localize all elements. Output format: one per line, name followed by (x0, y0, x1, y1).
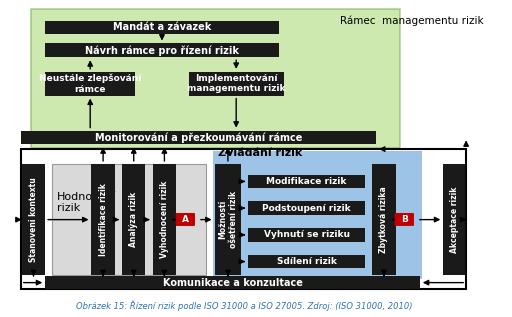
Text: Sdílení rizik: Sdílení rizik (276, 257, 336, 266)
Text: Zbytková rizika: Zbytková rizika (379, 186, 389, 253)
Text: Komunikace a konzultace: Komunikace a konzultace (163, 278, 303, 288)
Text: Zvládání rizik: Zvládání rizik (218, 148, 302, 158)
Bar (153, 164, 176, 275)
Bar (189, 72, 284, 96)
Text: Vyhodnocení rizik: Vyhodnocení rizik (160, 181, 169, 258)
Bar (45, 43, 279, 57)
Text: Identifikace rizik: Identifikace rizik (99, 183, 108, 256)
Text: Stanoveni kontextu: Stanoveni kontextu (29, 177, 38, 262)
Bar (122, 164, 145, 275)
Text: Návrh rámce pro řízení rizik: Návrh rámce pro řízení rizik (85, 45, 239, 56)
Text: Analýza rizik: Analýza rizik (129, 192, 138, 247)
Bar (248, 201, 365, 215)
Bar (443, 164, 466, 275)
Text: B: B (401, 215, 408, 224)
Text: Rámec  managementu rizik: Rámec managementu rizik (339, 15, 483, 26)
Bar (248, 255, 365, 268)
Bar (92, 164, 115, 275)
Bar (22, 164, 45, 275)
Text: Vyhnutí se riziku: Vyhnutí se riziku (264, 230, 350, 239)
Bar (372, 164, 396, 275)
Text: Akceptace rizik: Akceptace rizik (451, 186, 459, 253)
Bar (21, 149, 466, 289)
Text: Podstoupení rizik: Podstoupení rizik (262, 204, 351, 213)
Text: Monitorování a přezkoumávání rámce: Monitorování a přezkoumávání rámce (95, 132, 302, 143)
Bar (21, 131, 376, 144)
Text: Implementování
managementu rizik: Implementování managementu rizik (187, 74, 285, 94)
Bar (53, 164, 206, 275)
Bar (31, 9, 400, 147)
Bar (248, 228, 365, 242)
Bar (45, 72, 135, 96)
Text: Neustále zlepšování
rámce: Neustále zlepšování rámce (39, 74, 141, 94)
Text: Mandát a závazek: Mandát a závazek (113, 23, 211, 32)
Text: Hodnocení
rizik: Hodnocení rizik (57, 192, 117, 213)
Text: Obrázek 15: Řízení rizik podle ISO 31000 a ISO 27005. Zdroj: (ISO 31000, 2010): Obrázek 15: Řízení rizik podle ISO 31000… (76, 301, 413, 311)
Bar (215, 164, 241, 275)
Text: Modifikace rizik: Modifikace rizik (266, 177, 347, 186)
Bar (45, 21, 279, 34)
Bar (248, 175, 365, 188)
Bar (213, 151, 422, 280)
Bar (45, 276, 420, 289)
Text: A: A (182, 215, 189, 224)
Text: Možnosti
ošetření rizik: Možnosti ošetření rizik (218, 191, 238, 248)
